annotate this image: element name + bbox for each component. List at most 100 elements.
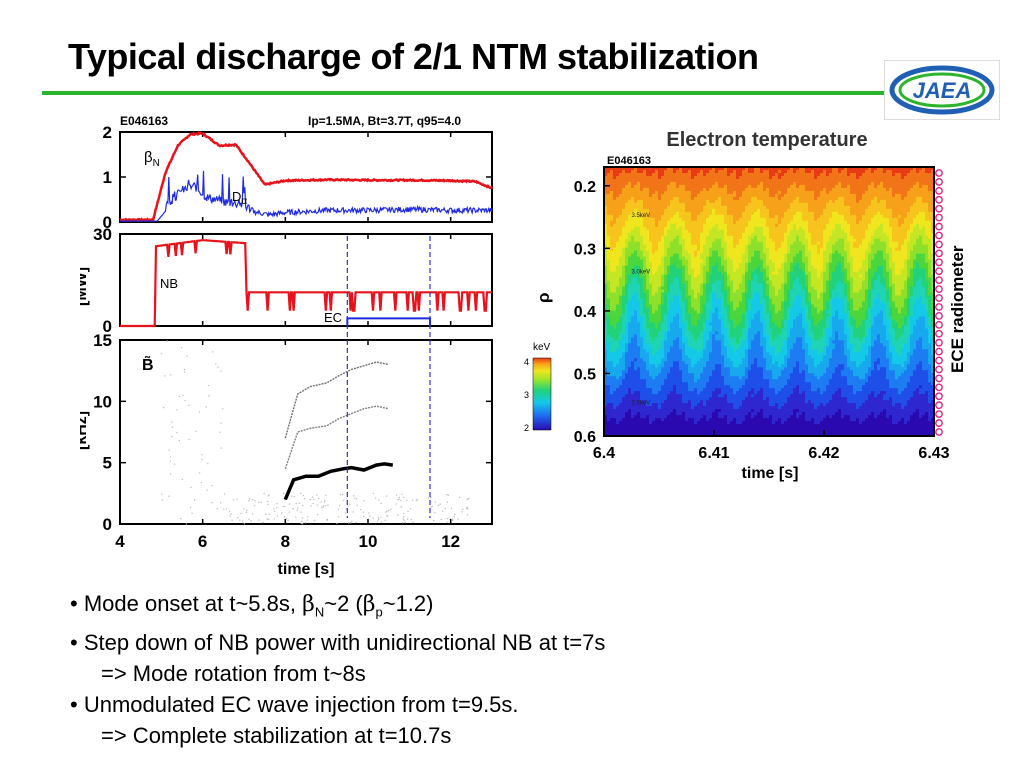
te-cell — [805, 283, 809, 287]
te-cell — [778, 253, 782, 258]
te-cell — [667, 211, 671, 216]
te-cell — [757, 226, 761, 231]
te-cell — [634, 247, 638, 252]
te-cell — [922, 244, 926, 249]
te-cell — [652, 202, 656, 207]
te-cell — [895, 253, 899, 258]
te-cell — [736, 289, 740, 293]
te-cell — [688, 167, 692, 171]
noise-dot — [410, 519, 413, 521]
te-cell — [709, 286, 713, 290]
te-cell — [886, 268, 890, 273]
te-cell — [685, 247, 689, 252]
te-cell — [751, 190, 755, 195]
te-cell — [616, 181, 620, 186]
te-cell — [835, 286, 839, 290]
te-cell — [883, 199, 887, 204]
te-cell — [859, 220, 863, 225]
te-cell — [796, 241, 800, 246]
noise-dot — [176, 431, 178, 434]
te-cell — [808, 184, 812, 189]
te-cell — [622, 283, 626, 287]
te-cell — [748, 190, 752, 195]
te-cell — [724, 232, 728, 237]
te-cell — [826, 190, 830, 195]
noise-dot — [300, 492, 302, 495]
te-cell — [814, 268, 818, 273]
te-cell — [778, 286, 782, 290]
te-cell — [775, 211, 779, 216]
te-cell — [832, 205, 836, 210]
te-cell — [652, 271, 656, 275]
te-cell — [775, 220, 779, 225]
te-cell — [790, 169, 794, 174]
te-cell — [718, 175, 722, 180]
te-cell — [745, 178, 749, 183]
te-cell — [868, 220, 872, 225]
te-cell — [661, 214, 665, 219]
te-cell — [673, 190, 677, 195]
te-cell — [667, 217, 671, 222]
te-cell — [661, 292, 665, 296]
te-cell — [805, 253, 809, 258]
noise-dot — [276, 515, 279, 517]
te-cell — [646, 235, 650, 240]
te-cell — [676, 232, 680, 237]
noise-dot — [368, 512, 370, 514]
te-cell — [781, 229, 785, 234]
te-cell — [619, 220, 623, 225]
te-cell — [607, 241, 611, 246]
te-cell — [769, 190, 773, 195]
te-cell — [832, 253, 836, 258]
te-cell — [910, 280, 914, 284]
te-cell — [640, 196, 644, 201]
te-cell — [718, 259, 722, 264]
te-cell — [889, 226, 893, 231]
te-cell — [838, 265, 842, 270]
te-cell — [847, 196, 851, 201]
te-cell — [796, 172, 800, 177]
te-cell — [688, 184, 692, 189]
te-cell — [814, 232, 818, 237]
te-cell — [721, 167, 725, 171]
te-cell — [691, 208, 695, 213]
te-cell — [835, 238, 839, 243]
te-cell — [913, 238, 917, 243]
te-cell — [820, 223, 824, 228]
te-cell — [862, 241, 866, 246]
te-cell — [652, 277, 656, 281]
te-cell — [712, 211, 716, 216]
noise-dot — [389, 508, 392, 511]
te-cell — [910, 235, 914, 240]
te-cell — [691, 256, 695, 261]
te-cell — [928, 232, 932, 237]
te-cell — [856, 196, 860, 201]
te-cell — [670, 247, 674, 252]
te-cell — [703, 286, 707, 290]
noise-dot — [316, 514, 319, 516]
te-cell — [709, 253, 713, 258]
te-cell — [820, 181, 824, 186]
te-cell — [748, 247, 752, 252]
te-cell — [724, 253, 728, 258]
te-cell — [631, 199, 635, 204]
te-cell — [676, 199, 680, 204]
te-cell — [832, 271, 836, 275]
te-cell — [751, 259, 755, 264]
te-cell — [781, 205, 785, 210]
te-cell — [703, 259, 707, 264]
noise-dot — [363, 515, 365, 518]
te-cell — [619, 193, 623, 198]
te-cell — [667, 280, 671, 284]
te-cell — [826, 271, 830, 275]
te-cell — [721, 214, 725, 219]
te-cell — [754, 241, 758, 246]
te-cell — [829, 271, 833, 275]
te-cell — [907, 241, 911, 246]
te-cell — [760, 235, 764, 240]
te-cell — [799, 247, 803, 252]
te-cell — [928, 205, 932, 210]
te-cell — [700, 196, 704, 201]
te-cell — [700, 190, 704, 195]
te-cell — [865, 175, 869, 180]
